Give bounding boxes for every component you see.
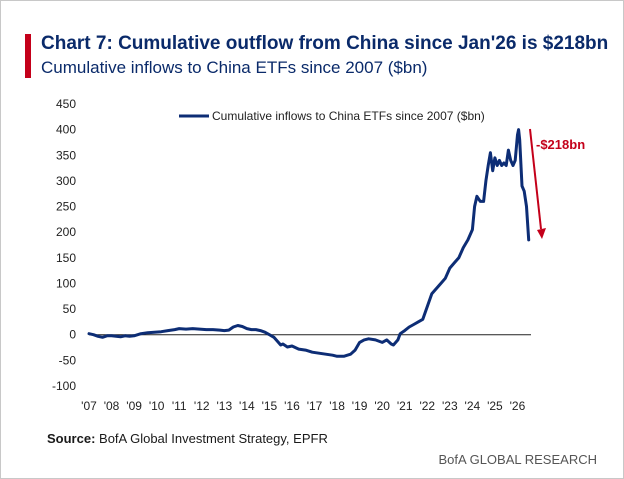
y-tick-label: 50 — [63, 302, 77, 316]
x-tick-label: '24 — [465, 399, 481, 413]
y-axis-ticks: -100 -50 0 50 100 150 200 250 300 350 400 450 — [52, 97, 76, 393]
x-tick-label: '20 — [374, 399, 390, 413]
x-tick-label: '13 — [216, 399, 232, 413]
outflow-annotation: -$218bn — [529, 128, 585, 239]
x-tick-label: '10 — [149, 399, 165, 413]
y-tick-label: 250 — [56, 200, 76, 214]
source-text: BofA Global Investment Strategy, EPFR — [95, 431, 328, 446]
x-tick-label: '07 — [81, 399, 97, 413]
y-tick-label: 450 — [56, 97, 76, 111]
y-tick-label: 100 — [56, 276, 76, 290]
brand-label: BofA GLOBAL RESEARCH — [438, 452, 597, 467]
x-tick-label: '12 — [194, 399, 210, 413]
y-tick-label: 300 — [56, 174, 76, 188]
x-tick-label: '25 — [487, 399, 503, 413]
x-tick-label: '15 — [262, 399, 278, 413]
series-line-china-etf-inflows — [87, 128, 531, 358]
outflow-arrow-head — [537, 228, 546, 239]
x-tick-label: '09 — [126, 399, 142, 413]
title-accent-bar — [25, 34, 31, 78]
x-tick-label: '21 — [397, 399, 413, 413]
source-note: Source: BofA Global Investment Strategy,… — [47, 431, 328, 446]
x-tick-label: '22 — [419, 399, 435, 413]
legend: Cumulative inflows to China ETFs since 2… — [179, 109, 485, 123]
y-tick-label: 350 — [56, 148, 76, 162]
x-tick-label: '17 — [307, 399, 323, 413]
x-tick-label: '19 — [352, 399, 368, 413]
y-tick-label: 400 — [56, 123, 76, 137]
source-label: Source: — [47, 431, 96, 446]
y-tick-label: -100 — [52, 379, 76, 393]
outflow-arrow — [529, 128, 542, 230]
y-tick-label: 200 — [56, 225, 76, 239]
legend-label: Cumulative inflows to China ETFs since 2… — [212, 109, 485, 123]
outflow-annotation-label: -$218bn — [536, 137, 585, 152]
y-tick-label: 150 — [56, 251, 76, 265]
x-axis-ticks: '07 '08 '09 '10 '11 '12 '13 '14 '15 '16 '17 '18 '19 '… — [81, 399, 525, 413]
x-tick-label: '26 — [510, 399, 526, 413]
x-tick-label: '16 — [284, 399, 300, 413]
chart-subtitle: Cumulative inflows to China ETFs since 2… — [41, 58, 428, 77]
x-tick-label: '08 — [104, 399, 120, 413]
y-tick-label: 0 — [69, 328, 76, 342]
x-tick-label: '23 — [442, 399, 458, 413]
chart-title: Chart 7: Cumulative outflow from China s… — [41, 33, 609, 54]
x-tick-label: '18 — [329, 399, 345, 413]
x-tick-label: '11 — [172, 399, 187, 413]
x-tick-label: '14 — [239, 399, 255, 413]
y-tick-label: -50 — [59, 353, 77, 367]
